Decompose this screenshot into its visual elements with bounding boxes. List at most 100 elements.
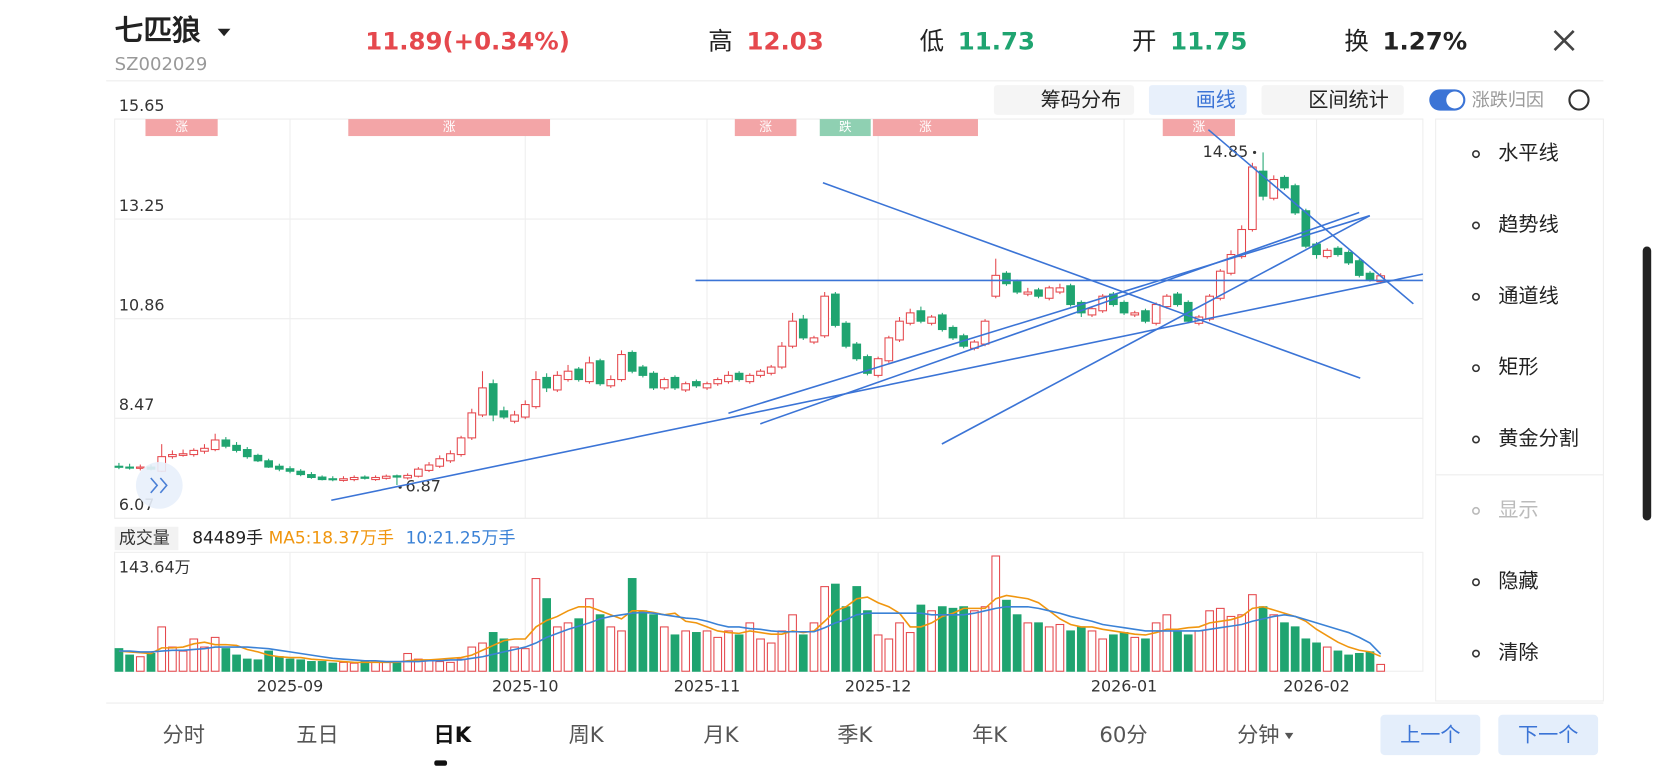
volume-bar <box>200 646 209 672</box>
nav-button[interactable] <box>1380 714 1481 756</box>
candle-body <box>1333 247 1343 256</box>
candle-body <box>499 410 509 418</box>
volume-bar <box>713 636 723 672</box>
volume-bar <box>1312 642 1321 672</box>
candle-body <box>617 354 626 381</box>
volume-bar <box>1280 622 1289 672</box>
stat-value: 11.75 <box>1170 27 1247 56</box>
stat-label: 开 <box>1132 27 1156 56</box>
candle-body <box>1012 281 1022 293</box>
candle-body <box>1205 295 1214 320</box>
tool-label[interactable]: 矩形 <box>1498 355 1538 379</box>
toolbar-button[interactable] <box>993 85 1135 115</box>
expand-button[interactable] <box>135 462 183 509</box>
volume-bar <box>371 661 380 672</box>
volume-bar <box>542 598 552 672</box>
tag[interactable] <box>145 119 218 137</box>
scrollbar <box>1642 246 1652 521</box>
tag-label: 涨 <box>443 120 456 135</box>
trend-line[interactable] <box>728 214 1371 414</box>
tool-label[interactable]: 通道线 <box>1498 283 1558 307</box>
period-tab[interactable]: 分钟 <box>1237 723 1279 748</box>
volume-bar <box>168 646 177 672</box>
candle-body <box>467 412 477 439</box>
volume-bar <box>948 607 958 672</box>
candle-body <box>1141 310 1150 322</box>
candle-body <box>606 379 616 387</box>
period-tab[interactable]: 周K <box>569 723 605 748</box>
period-tab[interactable]: 日K <box>434 723 473 748</box>
volume-bar <box>617 630 626 672</box>
candle-body <box>820 295 830 337</box>
nav-button[interactable] <box>1498 714 1599 756</box>
volume-bar <box>456 658 466 672</box>
candle-body <box>1023 291 1033 295</box>
candle-body <box>168 454 177 458</box>
toolbar-button[interactable] <box>1148 85 1247 115</box>
annotation-dot <box>1252 150 1257 154</box>
period-tab[interactable]: 年K <box>972 723 1008 748</box>
tag-label: 涨 <box>919 120 932 135</box>
candle-body <box>756 370 765 376</box>
volume-bar <box>991 555 1001 672</box>
volume-bar <box>884 638 894 672</box>
tool-label[interactable]: 趋势线 <box>1498 212 1558 236</box>
volume-bar <box>1301 638 1311 672</box>
toolbar-button[interactable] <box>1261 85 1404 115</box>
settings-icon[interactable] <box>1568 89 1590 111</box>
volume-bar <box>232 654 241 672</box>
tag-label: 跌 <box>839 119 852 135</box>
tag[interactable] <box>734 119 797 137</box>
tool-label[interactable]: 隐藏 <box>1498 569 1538 593</box>
volume-bar <box>1365 651 1375 672</box>
trend-line[interactable] <box>941 214 1371 445</box>
candle-body <box>702 383 712 389</box>
tag[interactable] <box>1162 119 1235 137</box>
tag-label: 涨 <box>759 120 772 135</box>
trend-line[interactable] <box>760 211 1360 425</box>
volume-bar <box>852 586 862 672</box>
tool-label[interactable]: 显示 <box>1498 497 1538 521</box>
tool-icon <box>1472 578 1480 587</box>
candle-body <box>766 366 776 374</box>
period-tab[interactable]: 五日 <box>296 723 338 748</box>
x-tick-label: 2026-02 <box>1283 677 1349 696</box>
candle-body <box>627 351 637 372</box>
tool-label[interactable]: 清除 <box>1498 640 1538 664</box>
trend-line[interactable] <box>1207 129 1414 305</box>
volume-bar <box>210 636 220 672</box>
volume-bar <box>724 630 733 672</box>
candle-body <box>1290 185 1300 214</box>
volume-bar <box>809 622 819 672</box>
candle-body <box>788 320 797 347</box>
tag[interactable] <box>348 119 551 137</box>
candle-body <box>135 466 145 469</box>
stock-name[interactable]: 七匹狼 <box>115 13 201 47</box>
candle-body <box>937 314 947 331</box>
volume-bar <box>959 606 969 672</box>
volume-bar <box>146 652 156 672</box>
name-dropdown[interactable] <box>217 28 231 37</box>
candle-body <box>413 468 423 477</box>
volume-bar <box>863 610 872 672</box>
tag[interactable] <box>872 119 978 137</box>
candle-body <box>307 474 316 479</box>
period-tab[interactable]: 分时 <box>162 723 204 748</box>
trend-line[interactable] <box>331 273 1424 502</box>
tag[interactable] <box>819 119 871 137</box>
close-button[interactable] <box>1553 29 1575 51</box>
tool-label[interactable]: 水平线 <box>1498 141 1558 165</box>
period-tab[interactable]: 60分 <box>1099 723 1147 748</box>
volume-bar <box>135 656 145 672</box>
tool-label[interactable]: 黄金分割 <box>1498 426 1579 450</box>
volume-bar <box>328 662 338 672</box>
period-tab[interactable]: 月K <box>703 723 739 748</box>
volume-bar <box>510 646 519 672</box>
period-tab[interactable]: 季K <box>837 723 873 748</box>
candle-body <box>296 470 306 476</box>
volume-bar <box>1002 599 1011 672</box>
volume-bar <box>1290 626 1300 672</box>
candle-body <box>916 310 926 322</box>
y-tick-label: 8.47 <box>119 395 154 414</box>
